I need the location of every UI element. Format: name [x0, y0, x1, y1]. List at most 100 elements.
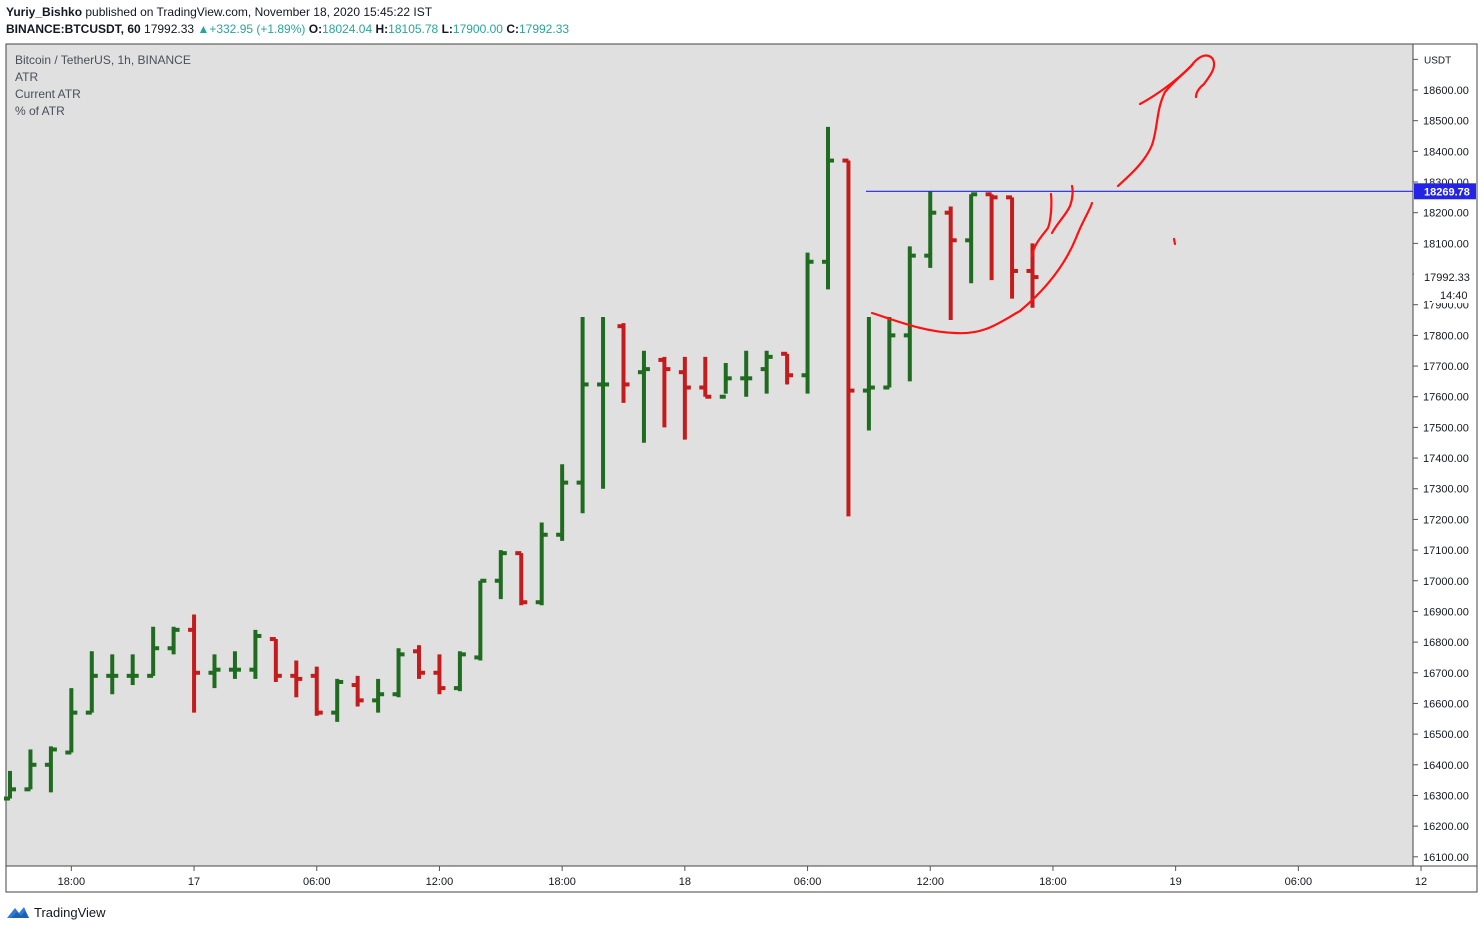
- x-tick-label: 12:00: [426, 876, 454, 888]
- ohlc-bar: [85, 651, 98, 715]
- open-value: 18024.04: [322, 22, 373, 36]
- ohlc-bar: [985, 192, 998, 281]
- close-value: 17992.33: [518, 22, 570, 36]
- ohlc-bar: [228, 651, 241, 679]
- x-tick-label: 06:00: [794, 876, 822, 888]
- ohlc-bar: [290, 660, 303, 698]
- published-text: published on TradingView.com, November 1…: [85, 5, 433, 19]
- ohlc-bar: [4, 770, 16, 801]
- x-tick-label: 19: [1170, 876, 1182, 888]
- publish-info: Yuriy_Bishko published on TradingView.co…: [6, 5, 432, 19]
- annotation-stroke-2: [1050, 184, 1074, 235]
- y-tick-label: 18600.00: [1423, 85, 1469, 97]
- plot-area[interactable]: [5, 43, 1414, 867]
- hand-drawn-annotations: [870, 54, 1216, 335]
- ohlc-bar: [842, 158, 855, 517]
- horizontal-level-badge: [1414, 183, 1476, 200]
- ohlc-bar: [924, 191, 937, 268]
- y-tick-label: 16600.00: [1423, 698, 1469, 710]
- ohlc-bar: [310, 666, 323, 716]
- y-tick-label: 16800.00: [1423, 637, 1469, 649]
- legend-title[interactable]: Bitcoin / TetherUS, 1h, BINANCE: [15, 53, 191, 67]
- ohlc-bar: [208, 654, 221, 689]
- x-tick-label: 06:00: [303, 876, 331, 888]
- ohlc-bar: [965, 192, 978, 284]
- ohlc-bar: [740, 350, 753, 397]
- ohlc-bar: [719, 362, 732, 399]
- ohlc-bar: [167, 626, 180, 655]
- ohlc-bar: [24, 749, 37, 792]
- ohlc-bar: [413, 645, 425, 679]
- high-value: 18105.78: [388, 22, 439, 36]
- ohlc-bar: [188, 614, 201, 713]
- author-name[interactable]: Yuriy_Bishko: [6, 5, 83, 19]
- ohlc-bar: [249, 629, 262, 679]
- ohlc-bar: [903, 246, 916, 382]
- ohlc-bar: [781, 351, 794, 385]
- x-tick-label: 18:00: [58, 876, 86, 888]
- tradingview-footer[interactable]: TradingView: [6, 902, 106, 922]
- ohlc-bar: [576, 316, 589, 514]
- y-tick-label: 16900.00: [1423, 606, 1469, 618]
- legend-current-atr[interactable]: Current ATR: [15, 87, 81, 101]
- legend-pct-atr[interactable]: % of ATR: [15, 104, 65, 118]
- ohlc-bar: [556, 464, 569, 541]
- close-label: C:: [506, 22, 519, 36]
- y-tick-label: 18200.00: [1423, 208, 1469, 220]
- y-tick-label: 17400.00: [1423, 453, 1469, 465]
- ohlc-bar: [678, 356, 691, 440]
- annotation-stroke-1: [1030, 192, 1053, 258]
- low-value: 17900.00: [452, 22, 503, 36]
- y-tick-label: 17000.00: [1423, 576, 1469, 588]
- tradingview-logo-icon: [7, 907, 29, 918]
- ohlc-bar: [453, 651, 466, 692]
- ohlc-bar: [801, 252, 814, 394]
- x-tick-label: 12: [1415, 876, 1427, 888]
- ohlc-bar: [392, 648, 405, 698]
- y-tick-label: 16500.00: [1423, 729, 1469, 741]
- ohlc-bar: [351, 675, 364, 707]
- y-tick-label: 17600.00: [1423, 392, 1469, 404]
- symbol-info: BINANCE:BTCUSDT, 60 17992.33 ▲+332.95 (+…: [6, 22, 569, 36]
- ohlc-bar: [637, 350, 650, 443]
- last-price-box: [1414, 269, 1476, 286]
- countdown-box: [1432, 288, 1472, 304]
- price-axis[interactable]: [1412, 43, 1478, 867]
- ohlc-bar: [760, 350, 773, 394]
- high-label: H:: [375, 22, 389, 36]
- ohlc-bar: [474, 578, 487, 661]
- ohlc-bar: [433, 654, 446, 695]
- ohlc-bar: [147, 626, 160, 678]
- ohlc-bar: [515, 551, 528, 606]
- ohlc-bar: [1006, 195, 1019, 299]
- ohlc-bar: [535, 522, 548, 606]
- ohlc-bar: [944, 206, 957, 321]
- annotation-curve-base: [870, 201, 1094, 335]
- open-label: O:: [308, 22, 323, 36]
- x-tick-label: 18: [679, 876, 691, 888]
- countdown-label: 14:40: [1440, 290, 1468, 302]
- x-tick-label: 06:00: [1285, 876, 1313, 888]
- y-tick-label: 16200.00: [1423, 821, 1469, 833]
- ohlc-bar: [658, 356, 671, 428]
- time-axis[interactable]: [5, 865, 1478, 893]
- y-axis-unit-label: USDT: [1424, 55, 1451, 66]
- horizontal-level-label: 18269.78: [1424, 186, 1470, 198]
- price-change: +332.95 (+1.89%): [209, 22, 306, 36]
- y-tick-label: 17700.00: [1423, 361, 1469, 373]
- ohlc-bar: [106, 654, 119, 695]
- x-tick-label: 12:00: [916, 876, 944, 888]
- tradingview-brand: TradingView: [34, 904, 106, 920]
- annotation-arrow-head: [1138, 54, 1216, 106]
- legend-atr[interactable]: ATR: [15, 70, 39, 84]
- ohlc-bar: [269, 637, 282, 682]
- x-tick-label: 17: [188, 876, 200, 888]
- symbol-name: BINANCE:BTCUSDT, 60: [6, 22, 141, 36]
- x-tick-label: 18:00: [1039, 876, 1067, 888]
- change-icon: ▲: [197, 22, 210, 36]
- y-tick-label: 16700.00: [1423, 668, 1469, 680]
- y-tick-label: 17500.00: [1423, 422, 1469, 434]
- y-tick-label: 16400.00: [1423, 760, 1469, 772]
- y-tick-label: 18100.00: [1423, 238, 1469, 250]
